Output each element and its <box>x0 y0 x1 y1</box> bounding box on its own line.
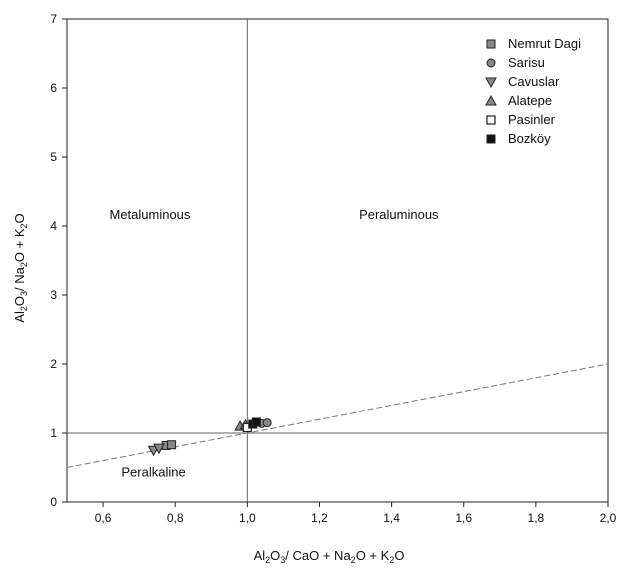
y-tick-label: 7 <box>50 12 57 26</box>
y-tick-label: 4 <box>50 219 57 233</box>
y-tick-label: 5 <box>50 150 57 164</box>
data-point <box>251 417 261 427</box>
legend-marker <box>486 58 496 68</box>
y-tick-label: 2 <box>50 357 57 371</box>
dashed-reference-line <box>66 363 609 468</box>
x-tick-label: 1,0 <box>239 511 256 525</box>
y-tick-label: 1 <box>50 426 57 440</box>
legend-label: Cavuslar <box>508 74 560 89</box>
x-axis-label: Al2O3/ CaO + Na2O + K2O <box>254 548 405 565</box>
x-tick-label: 0,8 <box>167 511 184 525</box>
x-tick-label: 2,0 <box>600 511 617 525</box>
x-tick-label: 1,6 <box>455 511 472 525</box>
y-tick-label: 3 <box>50 288 57 302</box>
x-tick-label: 1,8 <box>528 511 545 525</box>
legend-label: Alatepe <box>508 93 552 108</box>
y-axis-label: Al2O3/ Na2O + K2O <box>12 213 29 322</box>
data-point <box>167 440 177 450</box>
legend-marker <box>486 134 496 144</box>
x-tick-label: 0,6 <box>95 511 112 525</box>
legend-marker <box>485 77 497 89</box>
region-label: Metaluminous <box>109 207 190 222</box>
legend-label: Nemrut Dagi <box>508 36 581 51</box>
legend-label: Bozköy <box>508 131 551 146</box>
x-tick-label: 1,2 <box>311 511 328 525</box>
data-point <box>153 443 165 455</box>
legend-marker <box>485 94 497 106</box>
y-tick-label: 6 <box>50 81 57 95</box>
plot-frame <box>66 18 609 503</box>
data-point <box>262 418 272 428</box>
legend-marker <box>486 115 496 125</box>
region-label: Peralkaline <box>121 464 185 479</box>
legend-marker <box>486 39 496 49</box>
x-tick-label: 1,4 <box>383 511 400 525</box>
region-label: Peraluminous <box>359 207 439 222</box>
y-tick-label: 0 <box>50 495 57 509</box>
legend-label: Sarisu <box>508 55 545 70</box>
legend-label: Pasinler <box>508 112 556 127</box>
